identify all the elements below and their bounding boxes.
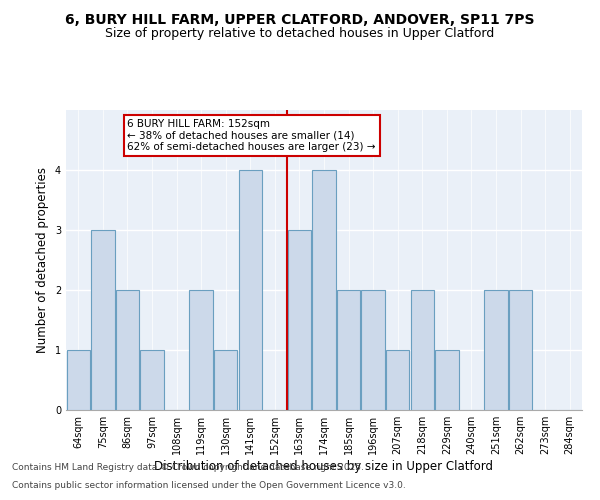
Text: Contains public sector information licensed under the Open Government Licence v3: Contains public sector information licen… — [12, 481, 406, 490]
Bar — [484, 290, 508, 410]
Bar — [386, 350, 409, 410]
Bar — [361, 290, 385, 410]
Text: 6, BURY HILL FARM, UPPER CLATFORD, ANDOVER, SP11 7PS: 6, BURY HILL FARM, UPPER CLATFORD, ANDOV… — [65, 12, 535, 26]
Bar — [214, 350, 238, 410]
X-axis label: Distribution of detached houses by size in Upper Clatford: Distribution of detached houses by size … — [155, 460, 493, 473]
Bar — [239, 170, 262, 410]
Y-axis label: Number of detached properties: Number of detached properties — [37, 167, 49, 353]
Bar — [410, 290, 434, 410]
Bar — [91, 230, 115, 410]
Bar — [190, 290, 213, 410]
Bar — [337, 290, 360, 410]
Bar — [67, 350, 90, 410]
Text: Contains HM Land Registry data © Crown copyright and database right 2025.: Contains HM Land Registry data © Crown c… — [12, 464, 364, 472]
Bar — [116, 290, 139, 410]
Text: 6 BURY HILL FARM: 152sqm
← 38% of detached houses are smaller (14)
62% of semi-d: 6 BURY HILL FARM: 152sqm ← 38% of detach… — [127, 119, 376, 152]
Bar — [435, 350, 458, 410]
Bar — [288, 230, 311, 410]
Bar — [140, 350, 164, 410]
Bar — [313, 170, 335, 410]
Text: Size of property relative to detached houses in Upper Clatford: Size of property relative to detached ho… — [106, 28, 494, 40]
Bar — [509, 290, 532, 410]
